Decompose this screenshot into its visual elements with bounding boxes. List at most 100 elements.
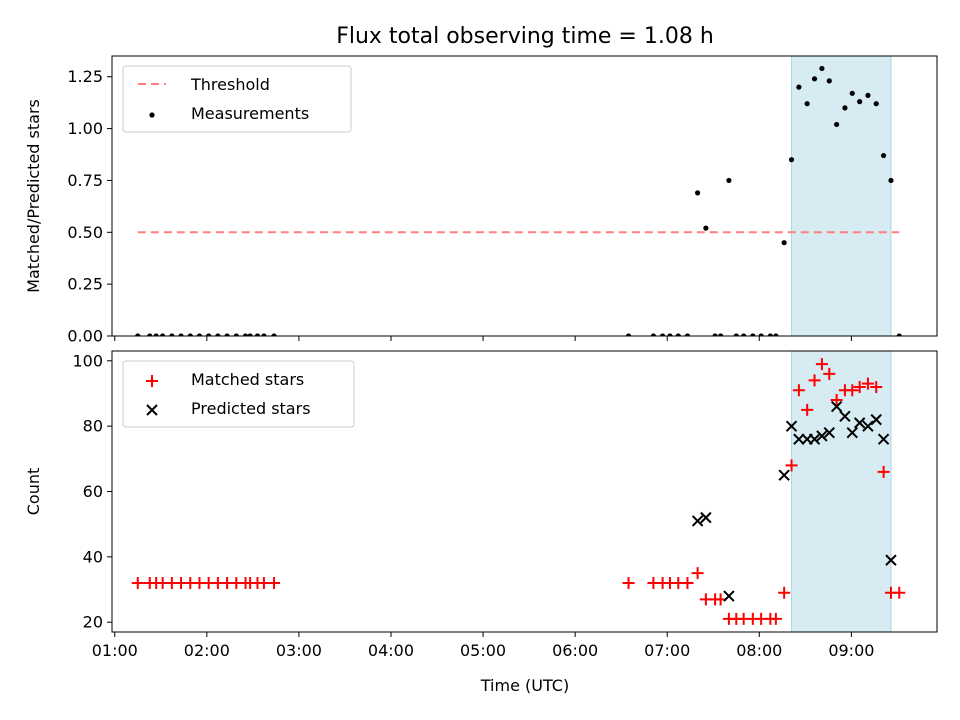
data-point [865,92,871,99]
data-point [793,433,805,445]
legend-marker-icon [146,375,158,387]
data-point [675,333,681,336]
data-area [135,65,902,336]
data-point [801,403,814,416]
data-point [857,99,863,105]
x-axis-label: Time (UTC) [480,676,569,695]
legend-marker-icon [146,404,158,416]
data-point [271,333,277,336]
data-point [242,333,249,336]
data-point [830,394,843,407]
chart-title: Flux total observing time = 1.08 h [336,24,714,49]
y-tick-label: 0.00 [67,327,103,346]
data-point [691,515,704,527]
data-point [877,433,890,445]
legend-label: Threshold [190,75,270,94]
y-axis-label: Count [24,468,43,516]
y-axis-label: Matched/Predicted stars [24,99,43,293]
data-point [888,177,894,184]
y-tick-label: 20 [83,613,103,632]
legend-box [122,65,352,133]
data-point [206,333,212,336]
data-point [147,333,153,336]
data-point [684,333,691,336]
data-point [880,152,887,159]
data-point [650,333,657,336]
data-point [733,333,739,336]
data-point [778,469,790,481]
legend-label: Predicted stars [191,399,311,418]
data-point [769,612,782,625]
data-point [862,420,874,432]
data-point [767,333,773,336]
data-point [758,333,764,336]
data-point [870,413,882,426]
data-point [667,333,673,336]
data-point [215,333,221,336]
count-panel: 20 40 60 80 100 01:00 02:00 03:00 04:00 05:00 06:0… [24,350,938,660]
x-tick-label: 01:00 [92,641,138,660]
data-point [261,333,267,336]
data-point [811,76,818,82]
data-point [823,367,836,380]
data-point [804,101,810,107]
data-point [695,190,701,196]
data-point [796,84,802,90]
data-point [877,465,890,478]
data-point [808,374,821,387]
x-tick-label: 04:00 [368,641,414,660]
data-point [169,333,175,336]
data-point [233,333,239,336]
data-point [873,101,879,107]
data-point [792,384,805,397]
data-point [178,333,184,336]
data-point [135,333,141,336]
data-point [846,384,859,397]
highlight-span [791,350,892,633]
data-point [853,380,866,393]
data-point [842,105,848,111]
y-tick-label: 80 [83,417,103,436]
data-point [778,586,791,599]
data-point [870,380,883,393]
data-point [700,511,712,524]
x-tick-label: 06:00 [552,641,598,660]
data-point [785,420,798,432]
x-tick-label: 05:00 [460,641,506,660]
data-point [703,225,709,231]
data-point [625,333,632,336]
data-point [830,400,843,413]
y-tick-label: 1.00 [67,119,103,138]
y-tick-label: 0.25 [67,275,103,294]
highlight-span [791,55,892,337]
y-tick-label: 0.50 [67,223,103,242]
data-point [773,333,779,336]
data-point [893,586,906,599]
legend-label: Matched stars [191,370,304,389]
data-point [819,65,825,72]
y-tick-label: 0.75 [67,171,103,190]
data-point [885,554,897,566]
ratio-panel: 0.00 0.25 0.50 0.75 1.00 1.25 Matched/Predicte… [24,55,938,346]
data-point [826,78,832,84]
axes-frame [111,55,938,337]
data-point [196,333,203,336]
data-area [131,358,906,625]
data-point [160,333,166,336]
data-point [247,333,253,336]
data-point [254,333,261,336]
data-point [741,333,747,336]
data-point [726,177,732,184]
data-point [750,333,756,336]
y-tick-label: 100 [72,351,103,370]
y-tick-label: 60 [83,482,103,501]
data-point [846,426,858,439]
data-point [681,576,694,589]
data-point [839,410,851,423]
x-tick-label: 08:00 [736,641,782,660]
x-tick-label: 02:00 [184,641,230,660]
x-tick-label: 07:00 [644,641,690,660]
data-point [808,433,821,445]
legend-box [122,360,355,428]
